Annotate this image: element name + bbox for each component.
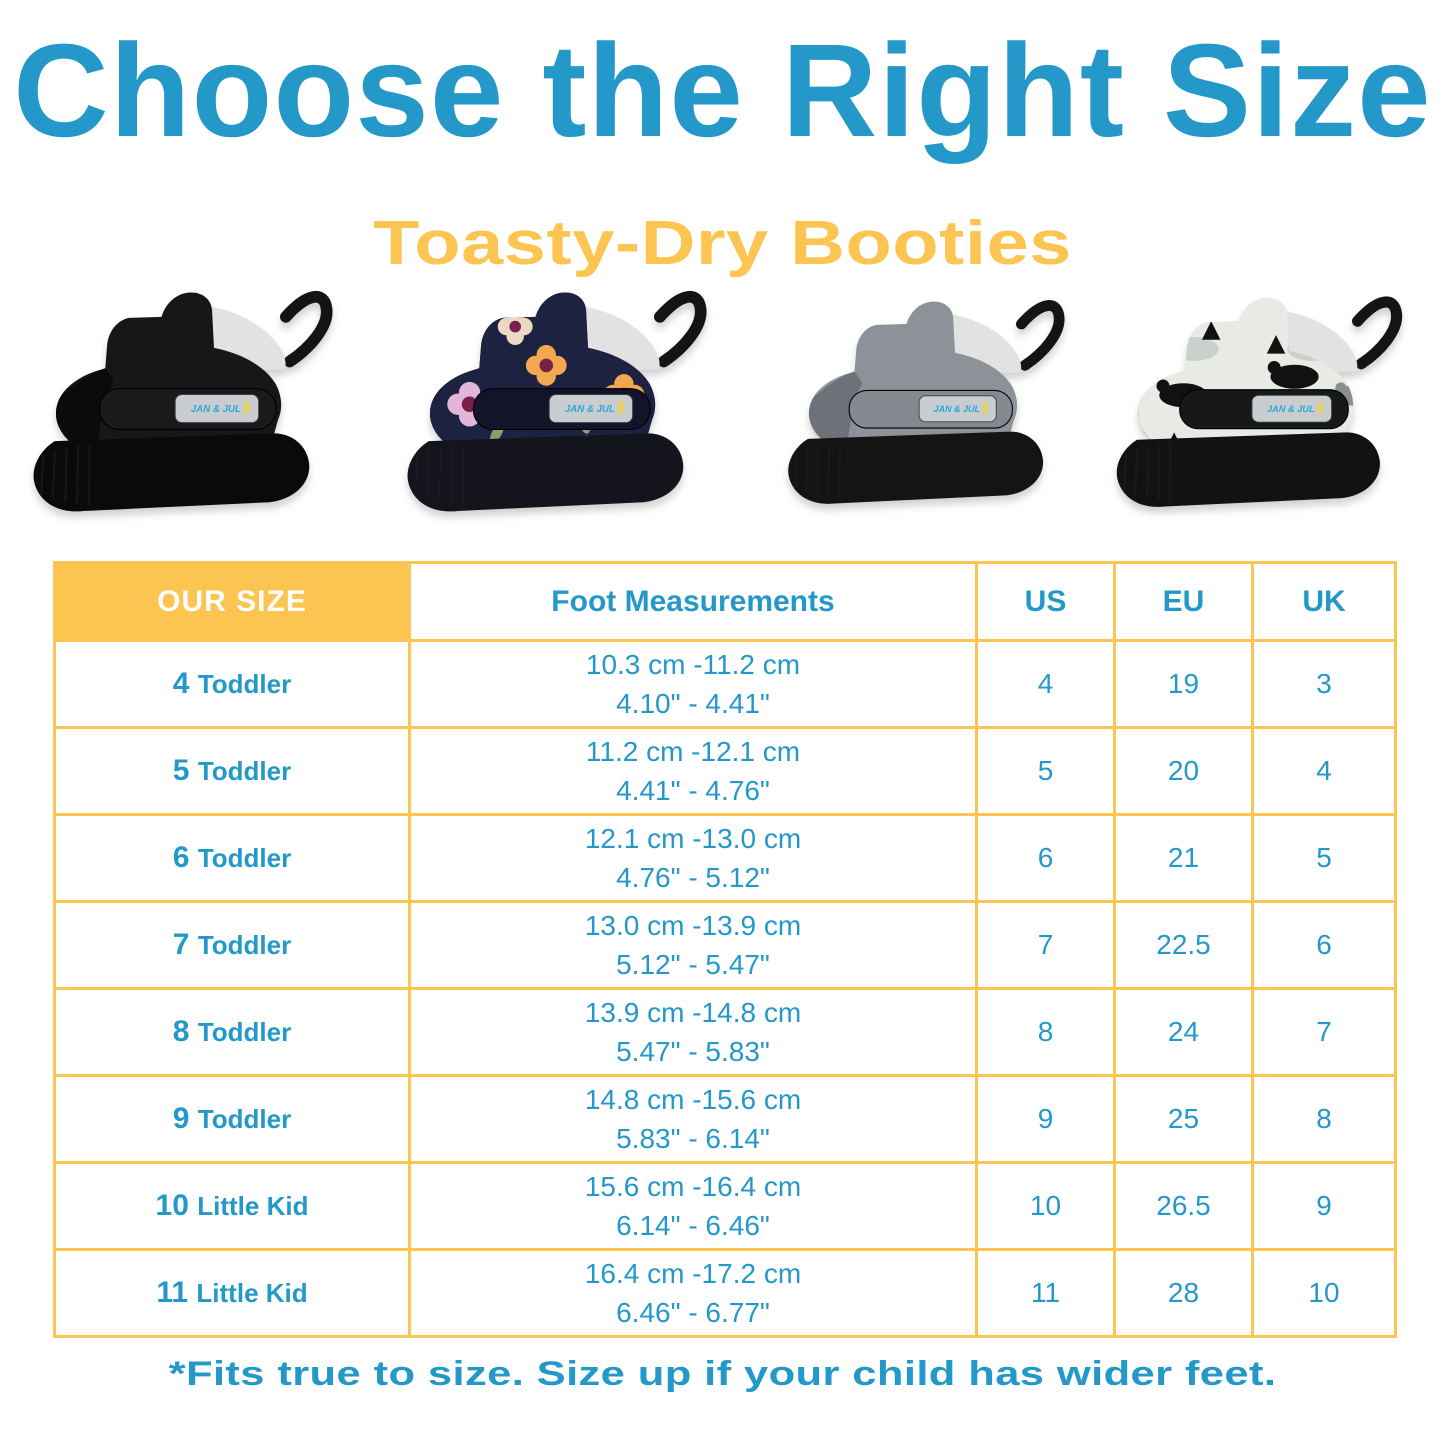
svg-text:JAN & JUL: JAN & JUL bbox=[934, 404, 980, 414]
svg-text:JAN & JUL: JAN & JUL bbox=[565, 404, 615, 415]
svg-text:JAN & JUL: JAN & JUL bbox=[191, 404, 241, 415]
svg-text:JAN & JUL: JAN & JUL bbox=[1267, 404, 1315, 414]
